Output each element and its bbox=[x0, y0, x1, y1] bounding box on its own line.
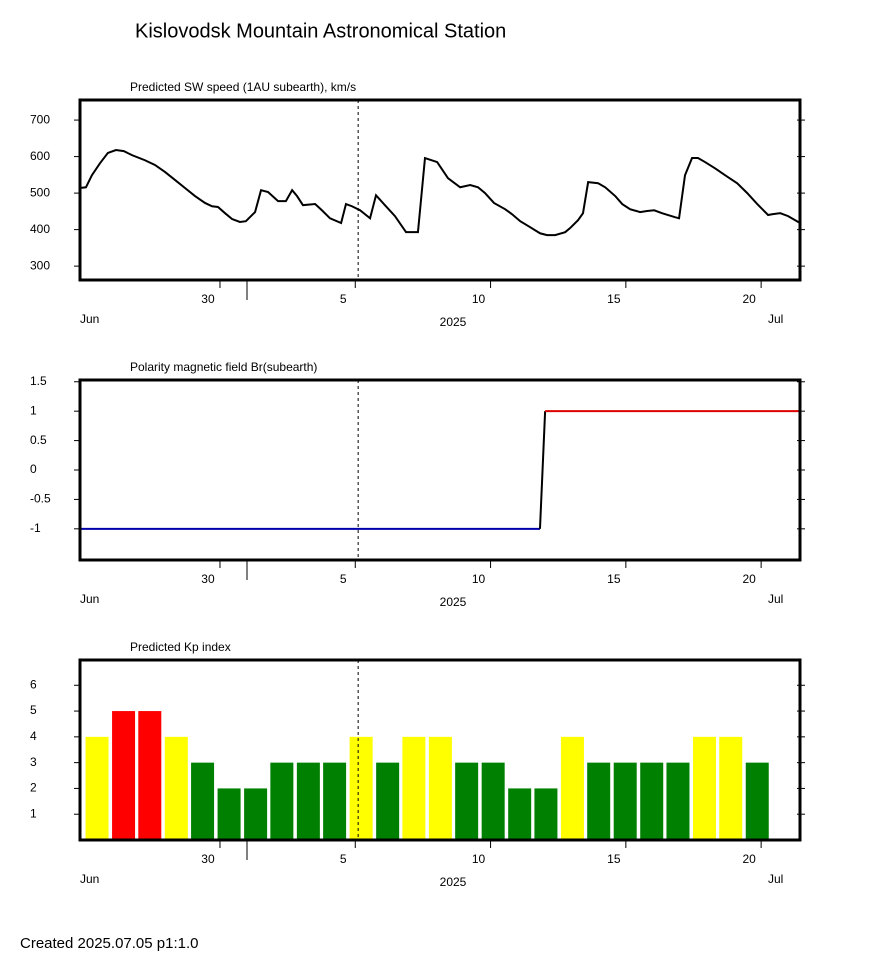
x-tick-label: 15 bbox=[607, 852, 621, 866]
y-tick-label: 300 bbox=[30, 258, 50, 272]
page-title: Kislovodsk Mountain Astronomical Station bbox=[135, 20, 506, 42]
y-tick-label: 0 bbox=[30, 462, 37, 476]
year-label: 2025 bbox=[440, 315, 467, 329]
panel-frame bbox=[78, 658, 802, 842]
month-label: Jun bbox=[80, 312, 99, 326]
y-tick-label: 0.5 bbox=[30, 433, 47, 447]
kp-bar bbox=[85, 736, 109, 840]
sw-speed-line bbox=[79, 148, 801, 237]
panel-title: Predicted SW speed (1AU subearth), km/s bbox=[130, 80, 356, 94]
year-label: 2025 bbox=[440, 595, 467, 609]
y-tick-label: 4 bbox=[30, 729, 37, 743]
kp-bar bbox=[270, 762, 294, 840]
year-label: 2025 bbox=[440, 875, 467, 889]
kp-bar bbox=[402, 736, 426, 840]
x-tick-label: 10 bbox=[472, 572, 486, 586]
kp-bar bbox=[745, 762, 769, 840]
kp-bar bbox=[191, 762, 215, 840]
kp-bar bbox=[349, 736, 373, 840]
y-tick-label: 1.5 bbox=[30, 374, 47, 388]
y-tick-label: 1 bbox=[30, 806, 37, 820]
kp-bar bbox=[587, 762, 611, 840]
kp-bar bbox=[640, 762, 664, 840]
kp-bar bbox=[534, 788, 558, 840]
x-tick-label: 5 bbox=[340, 572, 347, 586]
x-tick-label: 30 bbox=[201, 852, 215, 866]
y-tick-label: 2 bbox=[30, 781, 37, 795]
footer: Created 2025.07.05 p1:1.0 bbox=[20, 935, 198, 952]
kp-bar bbox=[323, 762, 347, 840]
y-tick-label: 700 bbox=[30, 112, 50, 126]
month-label: Jul bbox=[768, 312, 783, 326]
y-tick-label: 1 bbox=[30, 403, 37, 417]
kp-bar bbox=[613, 762, 637, 840]
y-tick-label: 500 bbox=[30, 185, 50, 199]
month-label: Jun bbox=[80, 872, 99, 886]
y-tick-label: 5 bbox=[30, 703, 37, 717]
x-tick-label: 20 bbox=[742, 572, 756, 586]
kp-bar bbox=[164, 736, 188, 840]
kp-bar bbox=[560, 736, 584, 840]
x-tick-label: 10 bbox=[472, 852, 486, 866]
y-tick-label: -0.5 bbox=[30, 492, 51, 506]
month-label: Jul bbox=[768, 872, 783, 886]
kp-bar bbox=[296, 762, 320, 840]
kp-bar bbox=[666, 762, 690, 840]
polarity-segment bbox=[538, 411, 547, 529]
y-tick-label: 400 bbox=[30, 222, 50, 236]
x-tick-label: 20 bbox=[742, 292, 756, 306]
month-label: Jun bbox=[80, 592, 99, 606]
kp-bar bbox=[112, 711, 136, 840]
x-tick-label: 30 bbox=[201, 292, 215, 306]
panel-title: Polarity magnetic field Br(subearth) bbox=[130, 360, 317, 374]
kp-bar bbox=[719, 736, 743, 840]
panel-frame bbox=[78, 378, 802, 562]
x-tick-label: 5 bbox=[340, 292, 347, 306]
panel-frame bbox=[78, 98, 802, 282]
y-tick-label: -1 bbox=[30, 521, 41, 535]
x-tick-label: 15 bbox=[607, 572, 621, 586]
y-tick-label: 3 bbox=[30, 755, 37, 769]
kp-bar bbox=[692, 736, 716, 840]
x-tick-label: 20 bbox=[742, 852, 756, 866]
y-tick-label: 600 bbox=[30, 149, 50, 163]
x-tick-label: 10 bbox=[472, 292, 486, 306]
kp-bar bbox=[481, 762, 505, 840]
kp-bar bbox=[376, 762, 400, 840]
x-tick-label: 30 bbox=[201, 572, 215, 586]
kp-bar bbox=[508, 788, 532, 840]
kp-bar bbox=[138, 711, 162, 840]
x-tick-label: 15 bbox=[607, 292, 621, 306]
y-tick-label: 6 bbox=[30, 677, 37, 691]
x-tick-label: 5 bbox=[340, 852, 347, 866]
kp-bar bbox=[455, 762, 479, 840]
kp-bar bbox=[217, 788, 241, 840]
kp-bar bbox=[244, 788, 268, 840]
month-label: Jul bbox=[768, 592, 783, 606]
panel-title: Predicted Kp index bbox=[130, 640, 231, 654]
kp-bar bbox=[428, 736, 452, 840]
